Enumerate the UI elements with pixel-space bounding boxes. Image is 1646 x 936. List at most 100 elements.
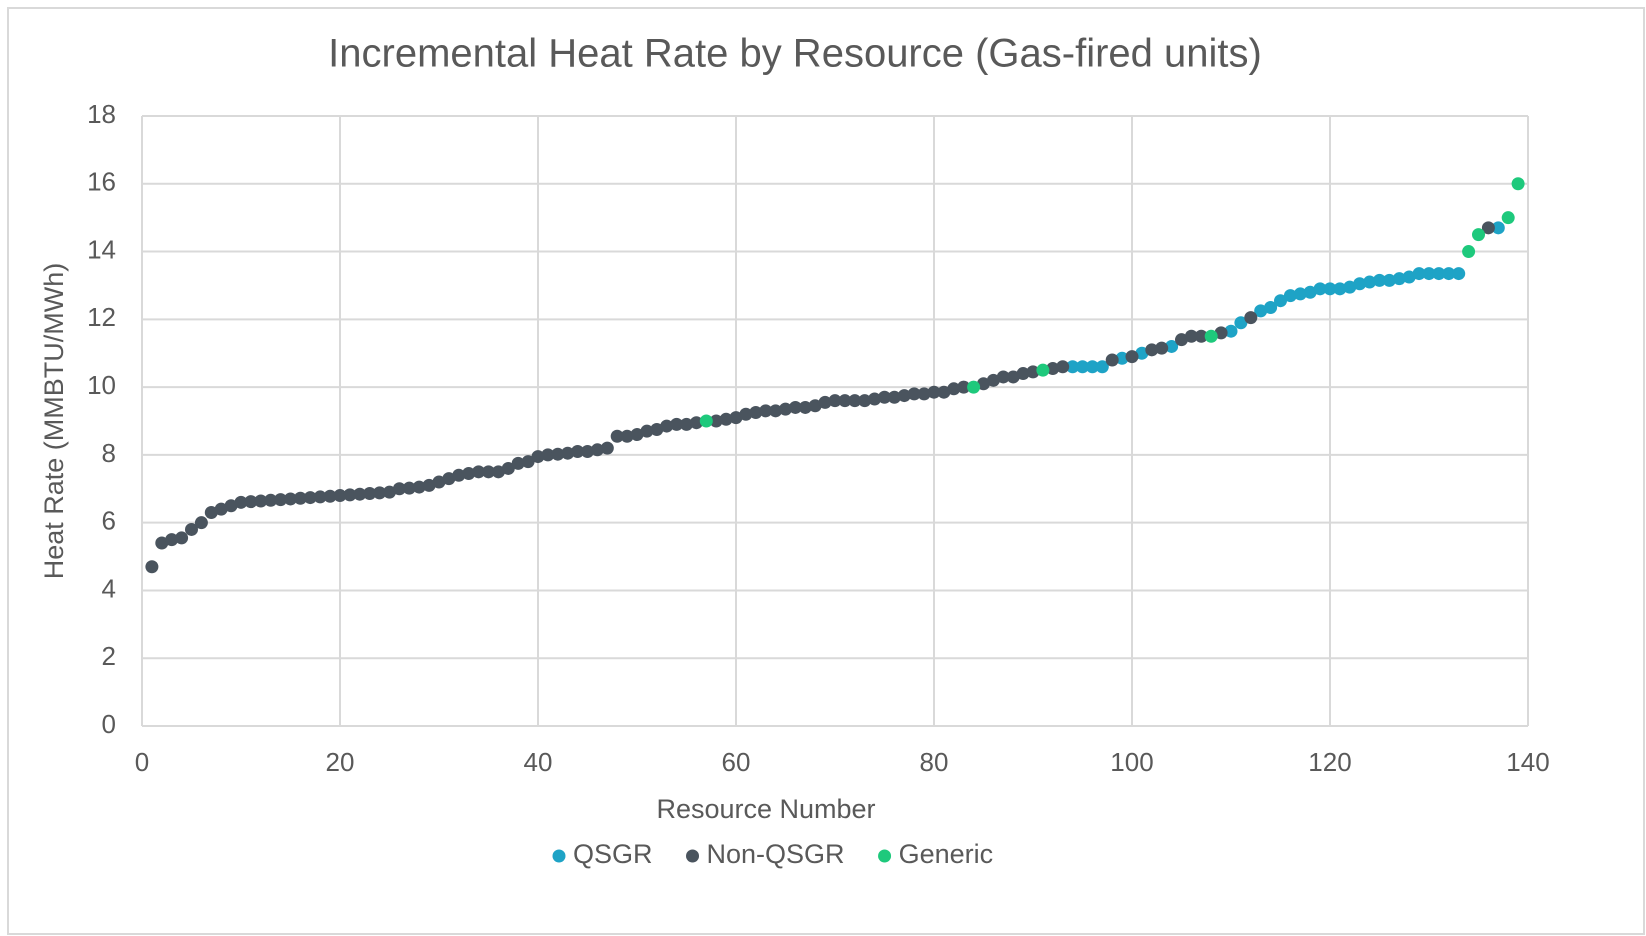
point	[165, 533, 179, 547]
legend-marker	[552, 849, 566, 863]
point	[947, 382, 961, 396]
point	[313, 490, 327, 504]
point	[303, 491, 317, 505]
point	[1511, 177, 1525, 191]
point	[709, 414, 723, 428]
point	[1254, 304, 1268, 318]
point	[600, 441, 614, 455]
point	[977, 377, 990, 391]
point	[1323, 282, 1337, 296]
point	[858, 394, 872, 408]
y-tick-label: 18	[87, 99, 116, 129]
point	[1165, 339, 1179, 353]
point	[1125, 350, 1139, 364]
point	[1283, 289, 1297, 303]
x-tick-label: 0	[135, 747, 149, 777]
point	[1076, 360, 1089, 374]
point	[699, 414, 713, 428]
point	[1491, 221, 1505, 235]
point	[828, 394, 842, 408]
point	[1452, 267, 1466, 281]
point	[1224, 324, 1238, 338]
point	[670, 417, 684, 431]
point	[1175, 333, 1188, 347]
point	[818, 395, 832, 409]
point	[957, 380, 971, 394]
point	[1145, 343, 1159, 357]
x-tick-label: 140	[1506, 747, 1549, 777]
y-axis-title: Heat Rate (MMBTU/MWh)	[39, 263, 69, 580]
point	[1115, 351, 1129, 365]
point	[1422, 267, 1436, 281]
point	[1363, 275, 1377, 289]
legend-label: Non-QSGR	[707, 839, 845, 869]
point	[1006, 370, 1020, 384]
point	[402, 481, 416, 495]
x-tick-label: 80	[920, 747, 949, 777]
point	[719, 412, 733, 426]
point	[759, 404, 773, 418]
point	[1066, 360, 1080, 374]
point	[887, 390, 901, 404]
y-tick-label: 8	[102, 438, 116, 468]
point	[1392, 272, 1406, 286]
point	[293, 491, 307, 505]
point	[848, 394, 862, 408]
point	[571, 445, 585, 458]
point	[1343, 280, 1357, 294]
legend-marker	[686, 849, 700, 863]
point	[185, 522, 198, 536]
point	[204, 506, 218, 519]
point	[1056, 360, 1070, 374]
point	[561, 446, 575, 460]
point	[234, 495, 248, 509]
point	[769, 404, 783, 418]
point	[1333, 282, 1347, 296]
point	[1244, 311, 1258, 325]
point	[274, 493, 288, 507]
point	[680, 417, 693, 431]
point	[491, 465, 505, 479]
point	[511, 456, 525, 470]
point	[521, 455, 535, 469]
point	[353, 487, 367, 501]
point	[392, 482, 406, 496]
point	[462, 467, 476, 481]
point	[1234, 316, 1248, 330]
point	[779, 402, 792, 416]
point	[501, 461, 515, 475]
point	[1194, 329, 1208, 343]
point	[1373, 273, 1386, 287]
point	[581, 445, 594, 458]
point	[620, 429, 634, 443]
point	[749, 406, 763, 420]
point	[838, 394, 852, 408]
point	[996, 370, 1010, 384]
point	[689, 416, 703, 430]
point	[1016, 367, 1030, 381]
point	[739, 407, 753, 421]
point	[442, 472, 456, 486]
point	[1095, 360, 1109, 374]
point	[1412, 267, 1426, 281]
x-tick-label: 60	[722, 747, 751, 777]
point	[729, 411, 743, 425]
point	[363, 487, 377, 501]
point	[472, 465, 486, 479]
y-tick-label: 4	[102, 573, 116, 603]
point	[482, 465, 495, 479]
point	[214, 502, 228, 516]
legend-marker	[878, 849, 892, 863]
point	[1135, 346, 1149, 360]
x-axis-title: Resource Number	[656, 794, 875, 824]
point	[1214, 326, 1228, 340]
point	[610, 429, 624, 443]
point	[907, 387, 921, 401]
point	[798, 400, 812, 414]
point	[194, 516, 208, 530]
x-tick-label: 120	[1308, 747, 1351, 777]
point	[937, 385, 951, 399]
point	[967, 380, 981, 394]
point	[254, 494, 268, 508]
